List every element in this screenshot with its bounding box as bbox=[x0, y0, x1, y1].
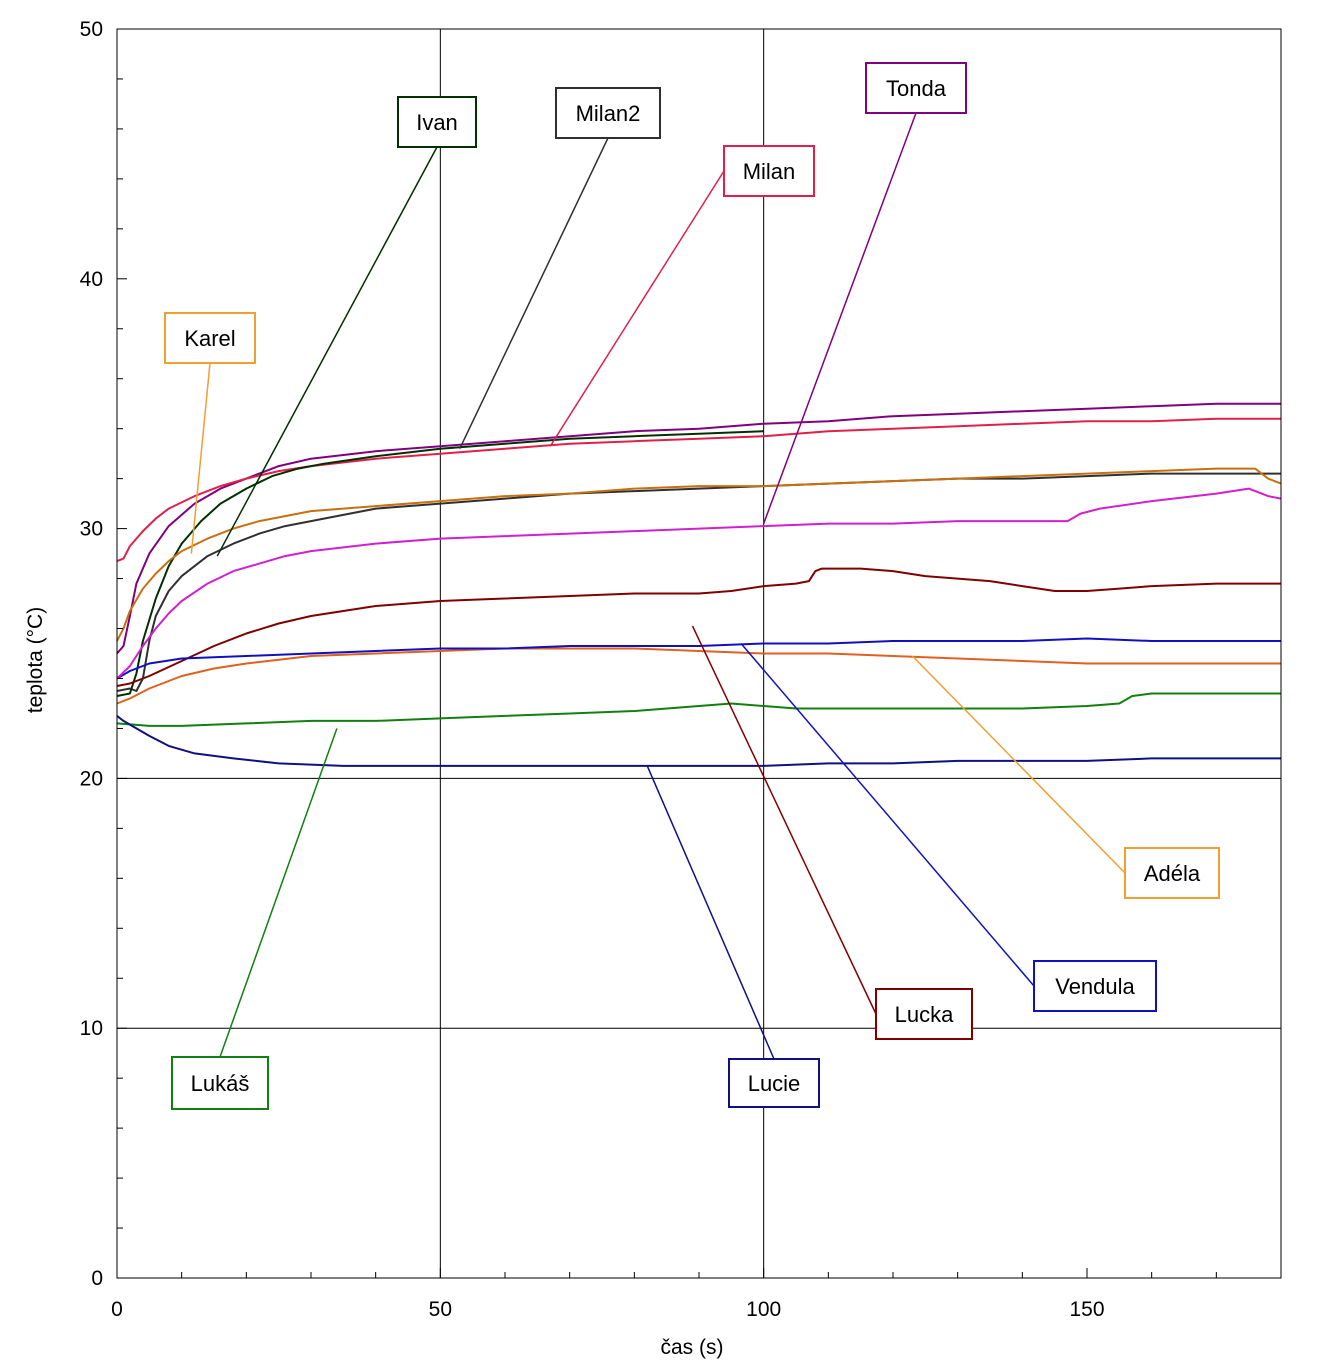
leader-line-ivan bbox=[216, 146, 438, 557]
y-tick-label: 0 bbox=[91, 1267, 103, 1290]
label-leaders bbox=[190, 112, 1126, 1060]
x-tick-label: 50 bbox=[429, 1298, 452, 1321]
leader-line-adela bbox=[911, 655, 1126, 874]
label-box-tonda bbox=[865, 62, 967, 114]
label-box-lukas bbox=[171, 1056, 269, 1110]
leader-line-tonda bbox=[762, 112, 917, 524]
x-tick-label: 0 bbox=[111, 1298, 123, 1321]
series-label-milan2: Milan2 bbox=[576, 101, 641, 126]
leader-line-lucie bbox=[646, 765, 775, 1060]
series-line-milan2 bbox=[116, 472, 1281, 692]
label-box-adela bbox=[1124, 847, 1220, 899]
series-line-milan bbox=[116, 417, 1281, 563]
series-label-milan: Milan bbox=[743, 159, 796, 184]
y-tick-label: 30 bbox=[80, 518, 103, 541]
series-group bbox=[116, 402, 1282, 767]
label-box-vendula bbox=[1033, 960, 1157, 1012]
x-tick-label: 150 bbox=[1069, 1298, 1104, 1321]
label-box-karel bbox=[164, 312, 256, 364]
series-line-lucka bbox=[116, 567, 1281, 687]
series-line-lukas bbox=[116, 692, 1281, 727]
series-line-tonda bbox=[116, 402, 1281, 655]
y-tick-label: 10 bbox=[80, 1017, 103, 1040]
series-label-tonda: Tonda bbox=[886, 76, 947, 101]
leader-line-lucka bbox=[691, 625, 877, 1015]
series-line-vendula bbox=[116, 637, 1281, 680]
series-label-karel: Karel bbox=[184, 326, 235, 351]
series-line-adela bbox=[116, 647, 1281, 705]
series-label-lukas: Lukáš bbox=[191, 1071, 250, 1096]
x-axis-title: čas (s) bbox=[661, 1336, 724, 1359]
leader-line-karel bbox=[190, 362, 211, 554]
label-box-ivan bbox=[397, 96, 477, 148]
label-box-milan bbox=[723, 145, 815, 197]
label-box-lucka bbox=[875, 988, 973, 1040]
series-label-lucka: Lucka bbox=[895, 1002, 954, 1027]
leader-line-milan2 bbox=[459, 137, 609, 449]
leader-line-vendula bbox=[740, 643, 1035, 987]
series-line-karel bbox=[116, 467, 1282, 642]
series-line-unlabeled-10 bbox=[116, 487, 1282, 680]
leader-line-lukas bbox=[219, 728, 338, 1058]
y-tick-label: 40 bbox=[80, 268, 103, 291]
series-label-adela: Adéla bbox=[1144, 861, 1201, 886]
y-tick-label: 50 bbox=[80, 18, 103, 41]
label-box-milan2 bbox=[555, 87, 661, 139]
axes: 0 50 100 150 0 10 20 30 40 50 bbox=[80, 18, 1282, 1321]
series-label-ivan: Ivan bbox=[416, 110, 458, 135]
series-label-lucie: Lucie bbox=[748, 1071, 801, 1096]
series-labels: Ivan Milan2 Milan Tonda Karel Adéla Vendula Luc… bbox=[164, 62, 1220, 1110]
series-label-vendula: Vendula bbox=[1055, 974, 1135, 999]
y-tick-label: 20 bbox=[80, 767, 103, 790]
leader-line-milan bbox=[549, 170, 725, 447]
y-axis-title: teplota (°C) bbox=[24, 607, 47, 713]
series-line-lucie bbox=[116, 715, 1281, 767]
series-line-ivan bbox=[116, 430, 764, 697]
x-tick-label: 100 bbox=[746, 1298, 781, 1321]
label-box-lucie bbox=[728, 1058, 820, 1108]
